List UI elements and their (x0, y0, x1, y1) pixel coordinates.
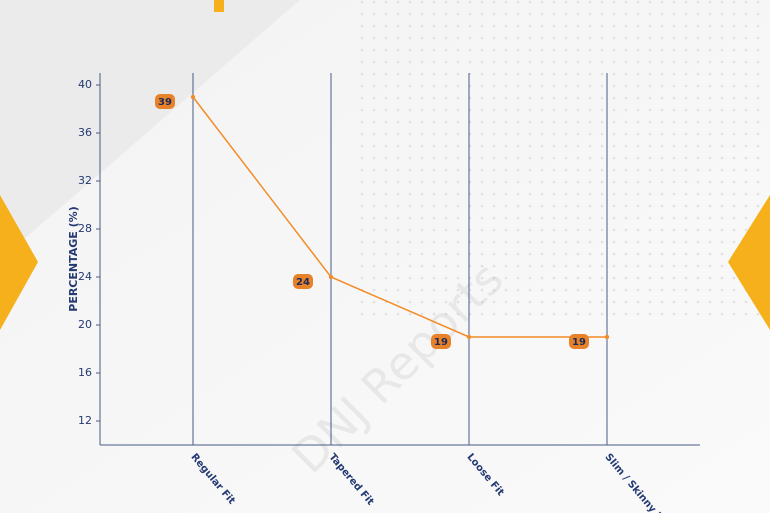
line (192, 96, 607, 338)
value-label: 19 (572, 337, 586, 348)
point (604, 334, 610, 340)
y-tick-label: 28 (78, 222, 92, 235)
point (466, 334, 472, 340)
point (328, 274, 334, 280)
y-tick-label: 36 (78, 126, 92, 139)
dot-pattern (360, 0, 760, 320)
decor (214, 0, 224, 12)
decor (0, 195, 38, 330)
value-label: 19 (434, 337, 448, 348)
value-label-bg (293, 274, 313, 289)
y-tick-label: 12 (78, 414, 92, 427)
bg-shape (0, 0, 300, 260)
value-label-bg (431, 334, 451, 349)
y-tick-label: 16 (78, 366, 92, 379)
point (190, 94, 196, 100)
decor (728, 195, 770, 330)
value-label-bg (569, 334, 589, 349)
y-axis-label: PERCENTAGE (%) (67, 206, 80, 311)
y-tick-label: 20 (78, 318, 92, 331)
y-tick-label: 40 (78, 78, 92, 91)
value-label: 24 (296, 277, 310, 288)
value-label-bg (155, 94, 175, 109)
y-tick-label: 32 (78, 174, 92, 187)
value-label: 39 (158, 97, 172, 108)
y-tick-label: 24 (78, 270, 92, 283)
